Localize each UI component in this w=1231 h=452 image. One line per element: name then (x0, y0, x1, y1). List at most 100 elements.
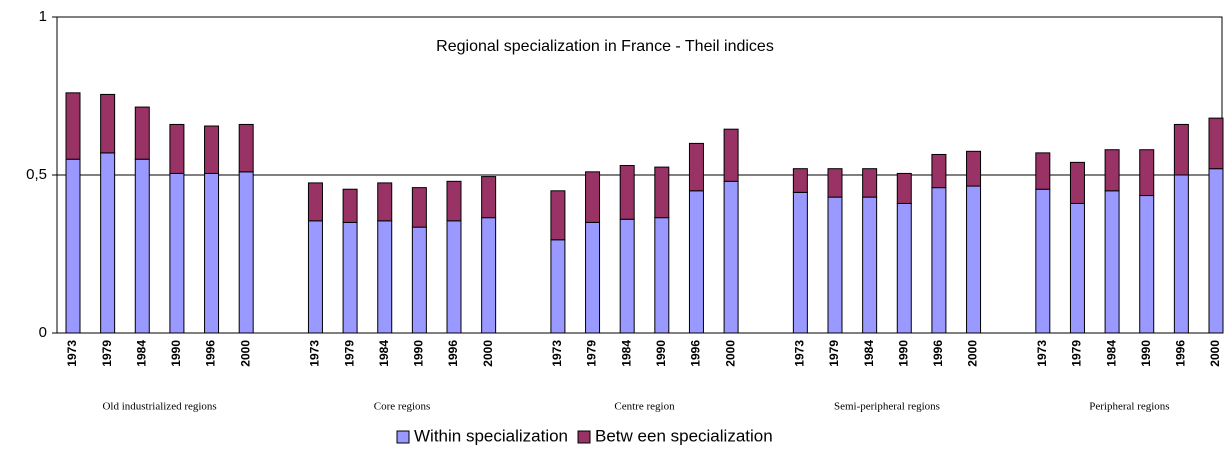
group-label: Old industrialized regions (102, 401, 216, 413)
bar-segment (411, 226, 427, 334)
bar-segment (446, 180, 462, 222)
bar-segment (931, 153, 947, 189)
x-tick-label: 1984 (1104, 340, 1118, 367)
y-tick-label: 1 (39, 8, 47, 25)
bar-segment (827, 168, 843, 198)
bar-segment (342, 221, 358, 334)
bar-segment (1104, 190, 1120, 334)
bar-segment (896, 172, 912, 204)
y-tick-label: 0,5 (26, 166, 47, 183)
y-tick-label: 0 (39, 324, 47, 341)
bar-segment (100, 152, 116, 334)
bar-segment (1139, 149, 1155, 197)
bar-segment (204, 125, 220, 174)
x-tick-label: 1990 (654, 340, 668, 367)
group-label: Semi-peripheral regions (834, 401, 940, 413)
bar-segment (481, 217, 497, 334)
bar-segment (792, 168, 808, 193)
bar-segment (1139, 195, 1155, 334)
x-tick-label: 1979 (342, 340, 356, 367)
x-tick-label: 1973 (793, 340, 807, 367)
bar-segment (1173, 123, 1189, 176)
chart-title: Regional specialization in France - Thei… (436, 38, 774, 55)
x-tick-label: 1990 (1139, 340, 1153, 367)
bar-segment (723, 128, 739, 182)
bar-segment (65, 158, 81, 334)
bar-segment (688, 190, 704, 334)
legend-label: Betw een specialization (595, 426, 773, 445)
x-tick-label: 2000 (1208, 340, 1222, 367)
x-tick-label: 1973 (308, 340, 322, 367)
bar-segment (238, 123, 254, 173)
bar-segment (792, 191, 808, 334)
bar-segment (654, 217, 670, 334)
x-tick-label: 1996 (204, 340, 218, 367)
bar-segment (862, 196, 878, 334)
group-label: Centre region (614, 401, 675, 413)
x-tick-label: 1990 (412, 340, 426, 367)
bar-segment (1035, 152, 1051, 190)
x-tick-label: 2000 (723, 340, 737, 367)
x-tick-label: 1996 (689, 340, 703, 367)
bar-segment (342, 188, 358, 223)
bar-segment (169, 123, 185, 174)
x-tick-label: 1979 (827, 340, 841, 367)
x-tick-label: 1984 (377, 340, 391, 367)
bar-segment (100, 93, 116, 154)
x-tick-label: 1979 (585, 340, 599, 367)
x-tick-label: 1979 (100, 340, 114, 367)
x-tick-label: 1973 (65, 340, 79, 367)
x-tick-label: 2000 (238, 340, 252, 367)
x-tick-label: 1990 (896, 340, 910, 367)
bar-segment (169, 172, 185, 334)
bar-segment (550, 239, 566, 334)
bar-segment (307, 220, 323, 334)
bar-segment (1069, 161, 1085, 204)
bar-segment (619, 218, 635, 334)
bar-segment (966, 185, 982, 334)
x-tick-label: 1979 (1070, 340, 1084, 367)
bar-segment (688, 142, 704, 192)
bar-segment (827, 196, 843, 334)
bar-segment (723, 180, 739, 334)
x-tick-label: 1990 (169, 340, 183, 367)
bar-segment (1208, 117, 1224, 170)
bar-segment (134, 158, 150, 334)
legend-swatch (577, 430, 591, 444)
x-tick-label: 2000 (966, 340, 980, 367)
bar-segment (307, 182, 323, 222)
bar-segment (654, 166, 670, 219)
bar-segment (966, 150, 982, 187)
group-label: Peripheral regions (1089, 401, 1169, 413)
bar-segment (896, 202, 912, 334)
bar-segment (1035, 188, 1051, 334)
x-tick-label: 2000 (481, 340, 495, 367)
legend-label: Within specialization (414, 426, 568, 445)
x-tick-label: 1973 (1035, 340, 1049, 367)
bar-segment (550, 190, 566, 241)
bar-segment (411, 187, 427, 228)
x-tick-label: 1973 (550, 340, 564, 367)
x-tick-label: 1996 (1174, 340, 1188, 367)
bar-segment (134, 106, 150, 160)
group-label: Core regions (374, 401, 431, 413)
bar-segment (585, 221, 601, 334)
bar-segment (1208, 168, 1224, 334)
bar-segment (931, 187, 947, 334)
bar-segment (377, 182, 393, 222)
x-tick-label: 1996 (446, 340, 460, 367)
x-tick-label: 1984 (134, 340, 148, 367)
bar-segment (585, 171, 601, 223)
x-tick-label: 1984 (619, 340, 633, 367)
bar-segment (481, 176, 497, 219)
bar-segment (1069, 202, 1085, 334)
bar-segment (1104, 149, 1120, 192)
legend-swatch (396, 430, 410, 444)
x-tick-label: 1996 (931, 340, 945, 367)
bar-segment (238, 171, 254, 334)
bar-segment (65, 92, 81, 160)
bar-segment (446, 220, 462, 334)
bar-segment (1173, 174, 1189, 334)
bar-segment (862, 168, 878, 198)
